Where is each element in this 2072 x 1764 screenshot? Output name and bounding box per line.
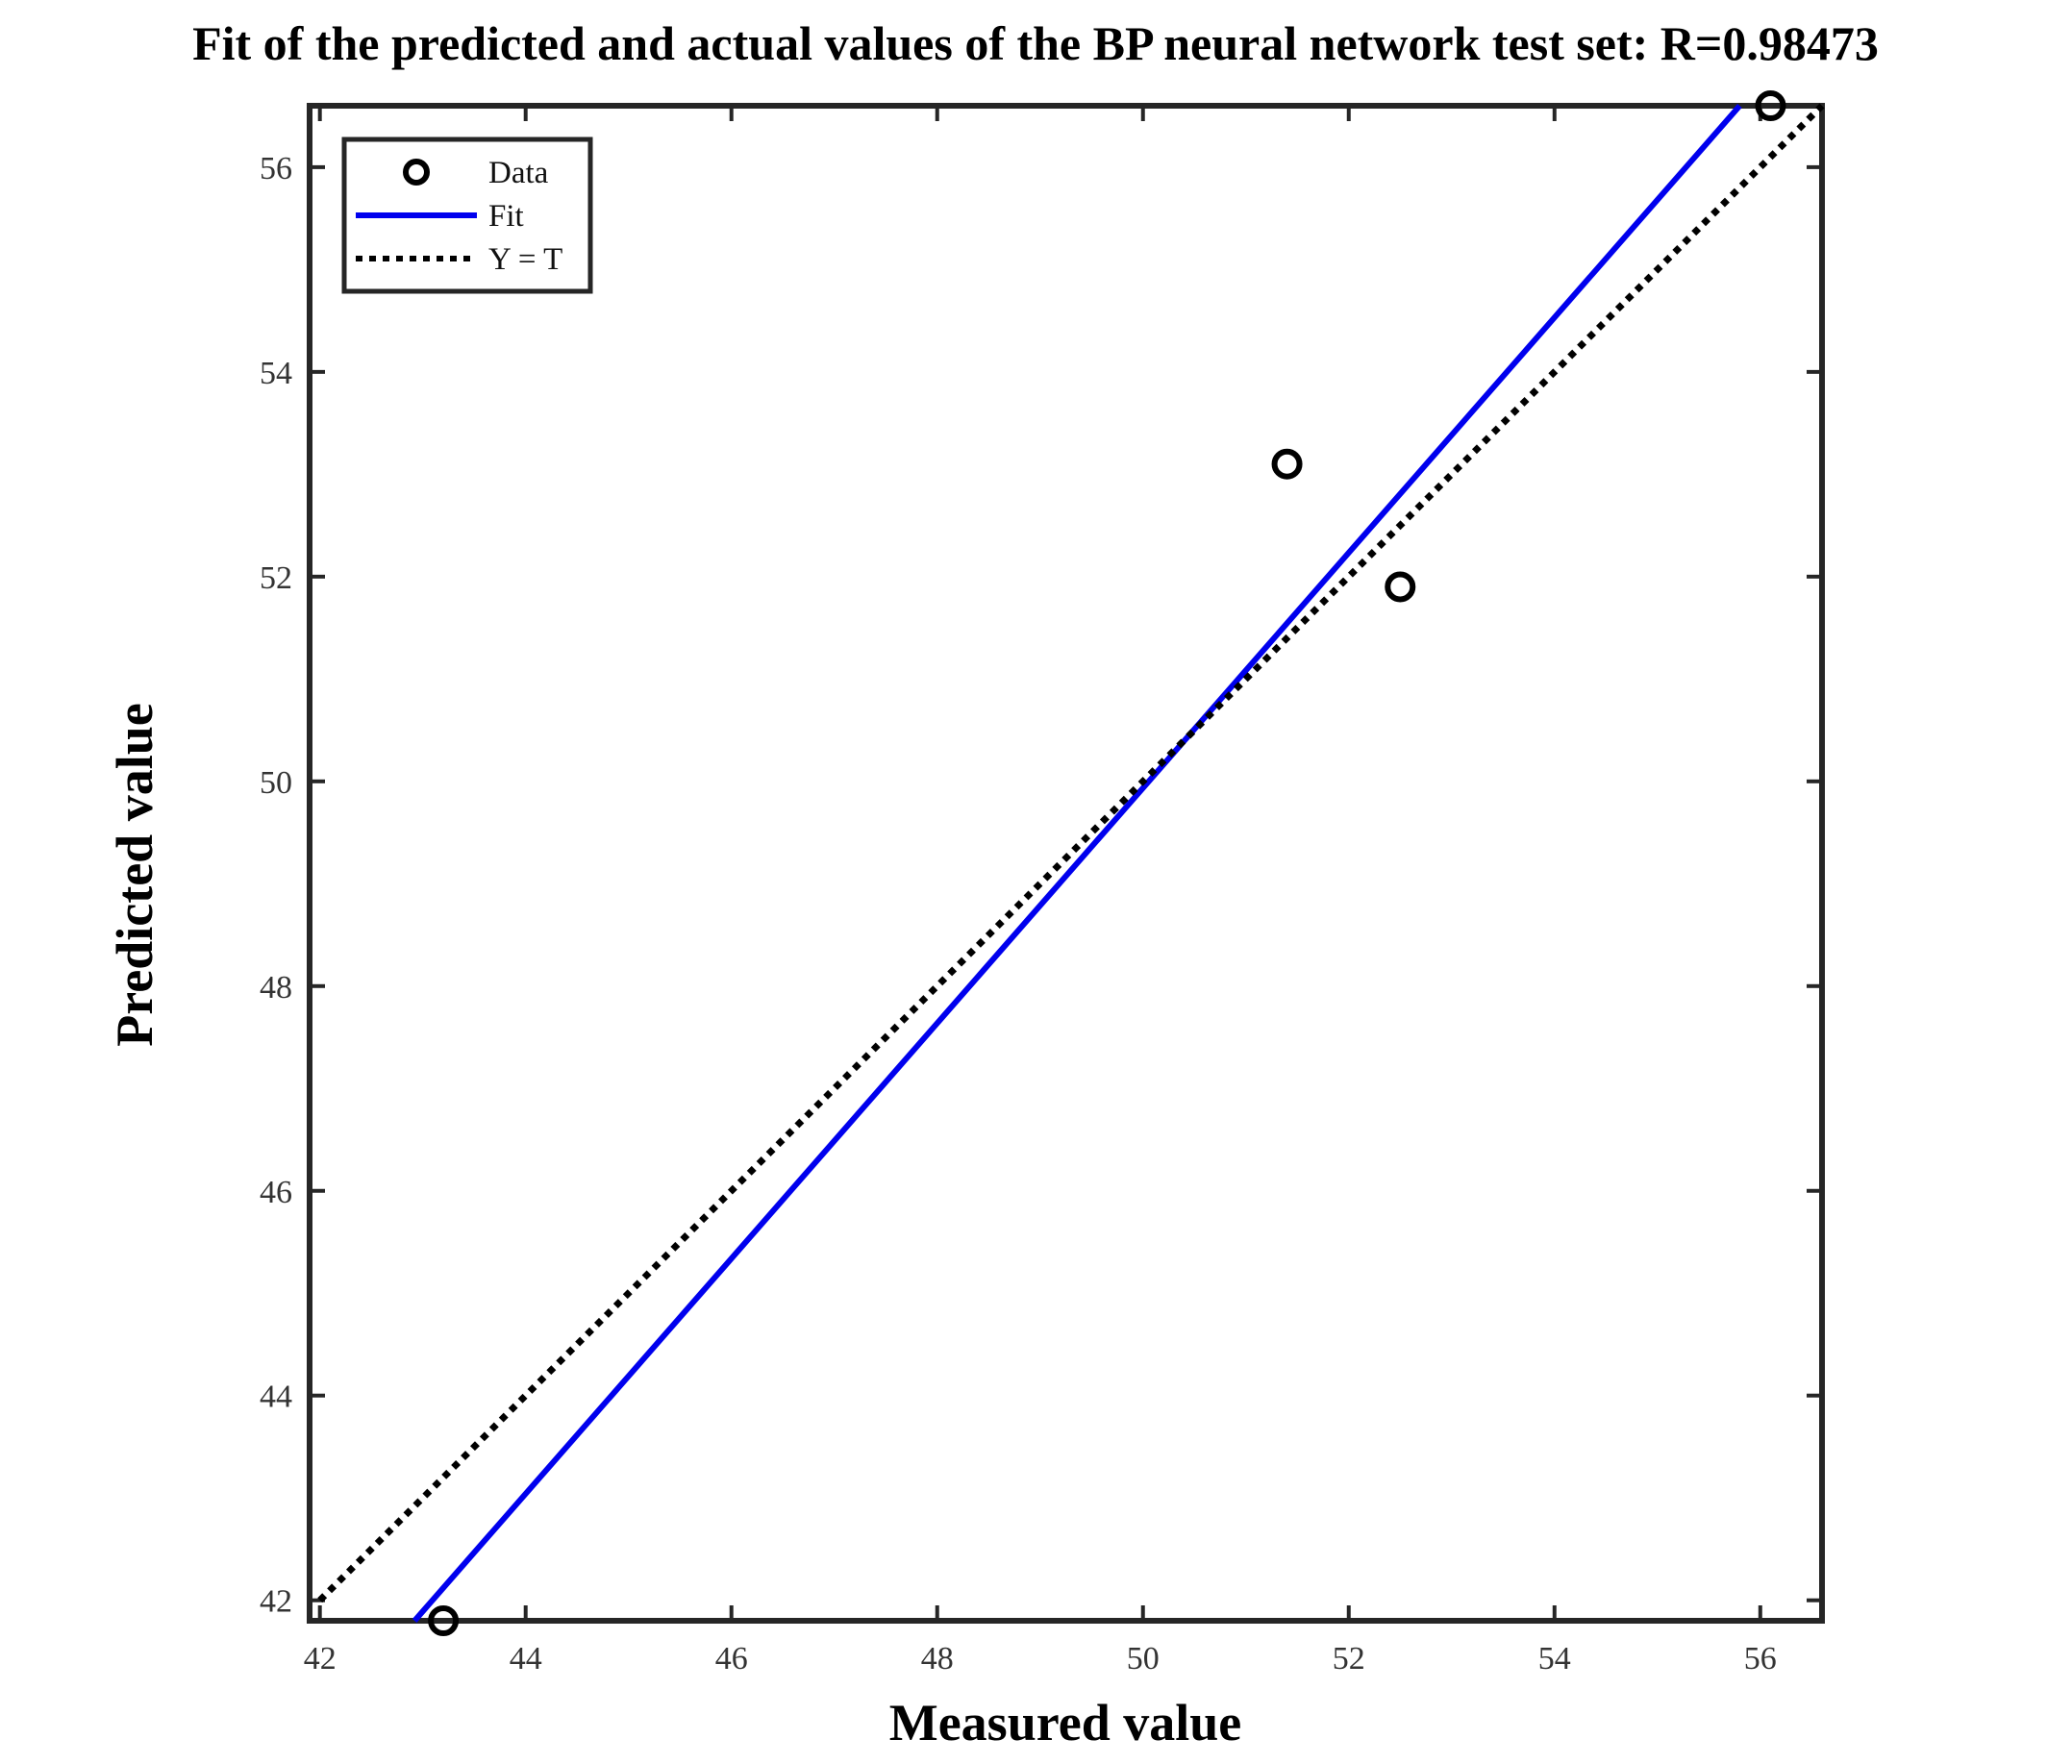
legend: Data Fit Y = T [341, 137, 593, 294]
y-tick-label: 56 [260, 151, 292, 186]
y-tick-label: 50 [260, 765, 292, 801]
data-point [1385, 571, 1416, 603]
x-tick-label: 46 [715, 1641, 748, 1677]
line-series-group [317, 103, 1825, 1623]
tick-labels: 42 44 46 48 50 52 54 56 42 44 46 48 50 52 54 56 [260, 151, 1777, 1677]
x-tick-label: 44 [510, 1641, 542, 1677]
fit-line [412, 104, 1742, 1623]
y-tick-label: 46 [260, 1175, 292, 1210]
x-tick-label: 50 [1127, 1641, 1160, 1677]
y-tick-label: 42 [260, 1584, 292, 1620]
x-tick-label: 42 [304, 1641, 337, 1677]
data-point [1755, 90, 1786, 121]
legend-label: Fit [488, 199, 524, 234]
x-tick-label: 48 [921, 1641, 954, 1677]
tick-marks [310, 106, 1822, 1621]
legend-label: Y = T [488, 242, 562, 277]
x-tick-label: 52 [1333, 1641, 1365, 1677]
legend-marker-icon [403, 159, 430, 186]
x-tick-label: 56 [1744, 1641, 1777, 1677]
identity-line [317, 103, 1825, 1603]
chart-title: Fit of the predicted and actual values o… [192, 16, 1879, 70]
y-tick-label: 44 [260, 1379, 292, 1415]
marker-series-group [428, 90, 1786, 1636]
data-point [428, 1605, 460, 1636]
x-tick-label: 54 [1538, 1641, 1571, 1677]
y-tick-label: 52 [260, 560, 292, 596]
plot-area: 42 44 46 48 50 52 54 56 42 44 46 48 50 52 54 56 [260, 90, 1825, 1677]
data-point [1271, 448, 1303, 480]
y-axis-label: Predicted value [106, 703, 163, 1046]
y-tick-label: 48 [260, 970, 292, 1006]
legend-label: Data [488, 156, 549, 190]
y-tick-label: 54 [260, 356, 292, 391]
x-axis-label: Measured value [889, 1694, 1241, 1752]
series-layer [317, 90, 1825, 1636]
axes-box [307, 103, 1825, 1624]
